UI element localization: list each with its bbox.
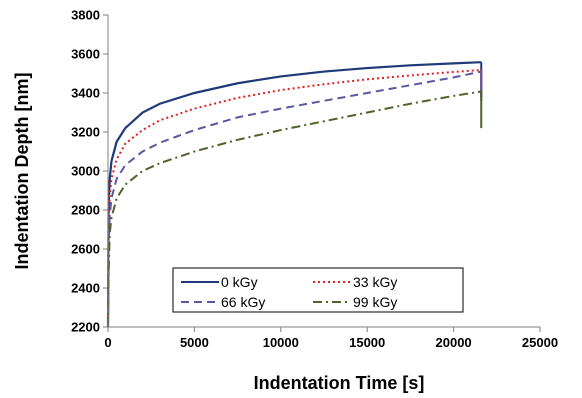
tick-layer: 2200 2400 2600 2800 3000 3200 3400 3600 3800 0 500… xyxy=(71,8,558,351)
y-tick-label: 3400 xyxy=(71,86,100,101)
x-tick-label: 20000 xyxy=(436,335,472,350)
y-tick-label: 3000 xyxy=(71,164,100,179)
y-tick-label: 2800 xyxy=(71,203,100,218)
series-line-66-kgy xyxy=(107,70,482,328)
legend-label: 0 kGy xyxy=(221,274,258,290)
axes-layer xyxy=(107,15,540,328)
x-tick-label: 5000 xyxy=(180,335,209,350)
legend-label: 99 kGy xyxy=(353,294,397,310)
y-tick-label: 2400 xyxy=(71,281,100,296)
y-tick-label: 3200 xyxy=(71,125,100,140)
x-tick-label: 10000 xyxy=(263,335,299,350)
y-tick-label: 2200 xyxy=(71,320,100,335)
x-axis-title: Indentation Time [s] xyxy=(254,373,425,393)
x-tick-label: 25000 xyxy=(522,335,558,350)
legend: 0 kGy 33 kGy 66 kGy 99 kGy xyxy=(172,267,464,313)
y-tick-label: 2600 xyxy=(71,242,100,257)
y-axis-title: Indentation Depth [nm] xyxy=(12,73,32,270)
legend-label: 33 kGy xyxy=(353,274,397,290)
series-line-33-kgy xyxy=(107,68,482,328)
x-tick-label: 0 xyxy=(104,335,111,350)
legend-label: 66 kGy xyxy=(221,294,265,310)
y-tick-label: 3600 xyxy=(71,47,100,62)
x-tick-label: 15000 xyxy=(349,335,385,350)
series-line-99-kgy xyxy=(107,90,482,328)
series-layer xyxy=(106,61,483,328)
y-tick-label: 3800 xyxy=(71,8,100,23)
legend-box xyxy=(172,267,464,313)
series-line-0-kgy xyxy=(106,61,482,328)
